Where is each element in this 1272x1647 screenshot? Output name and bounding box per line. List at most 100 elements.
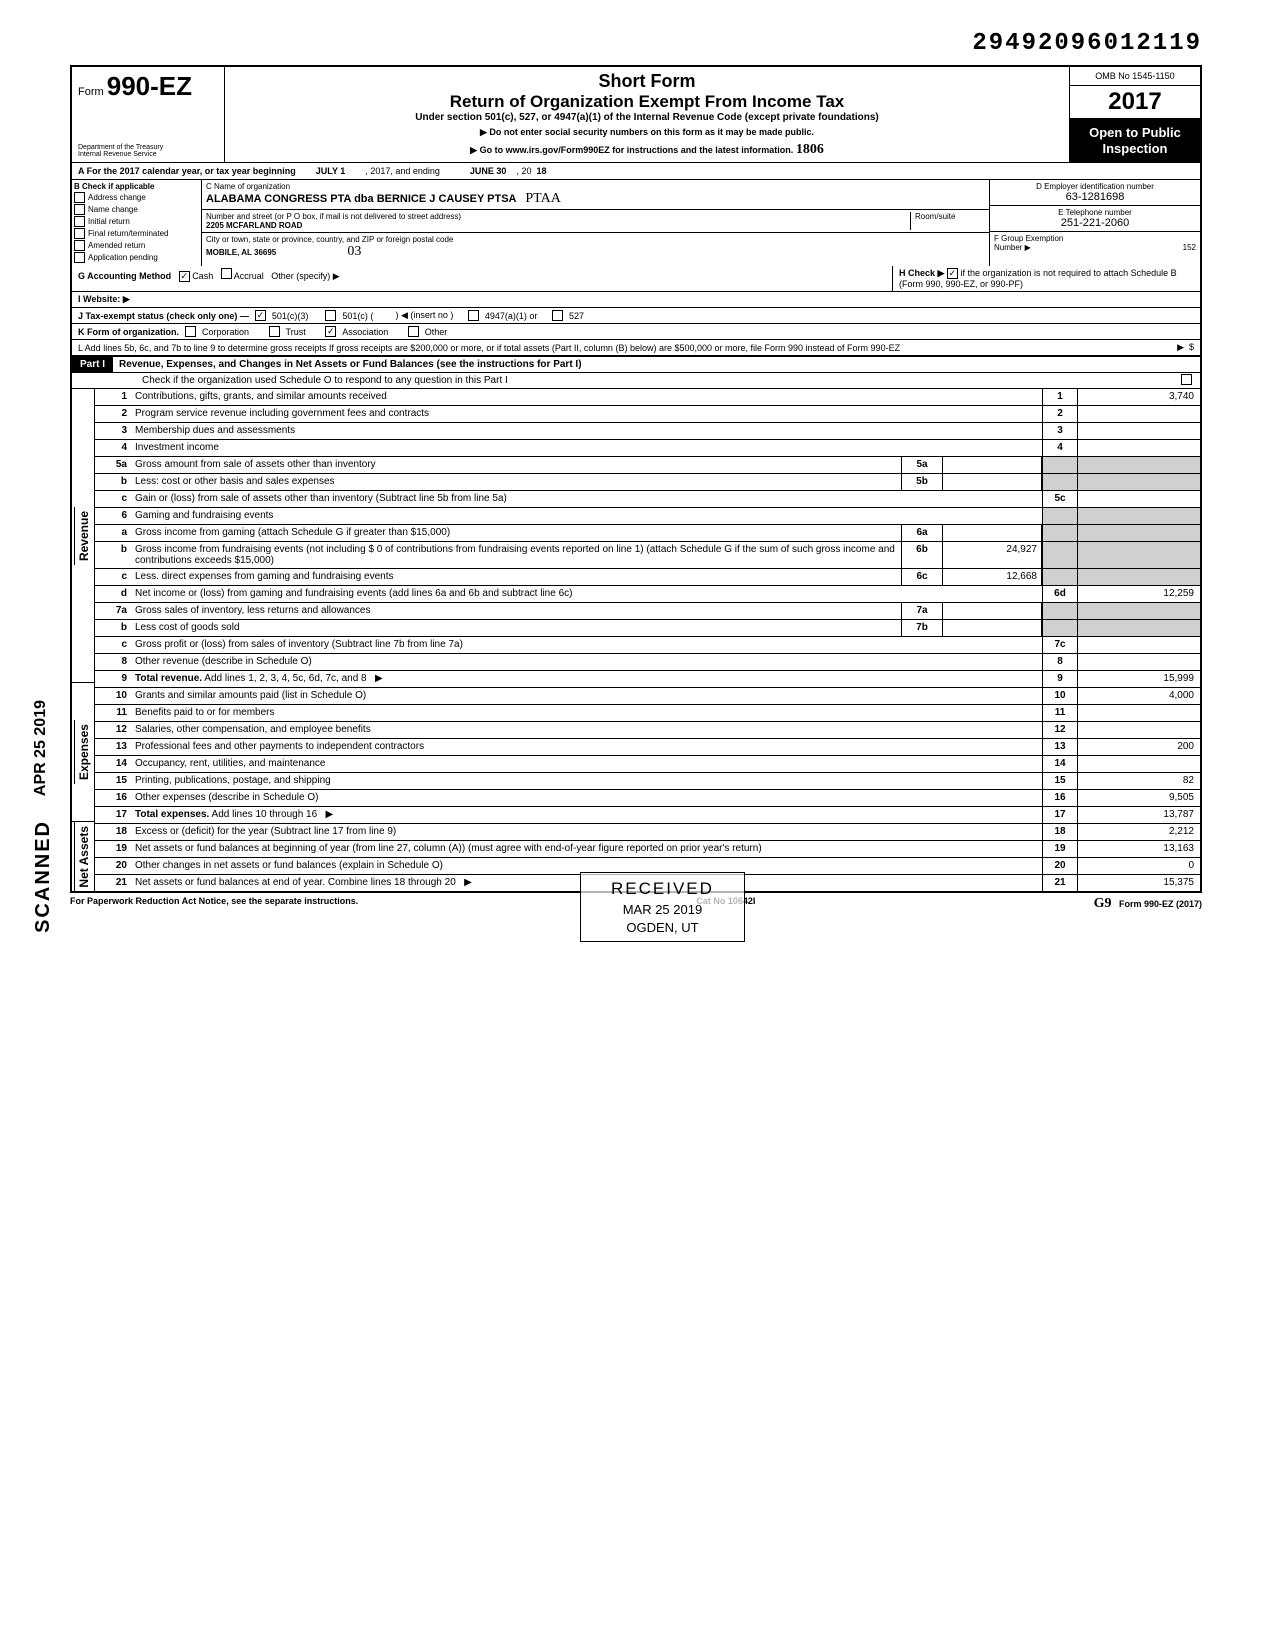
cb-schedule-o[interactable] — [1181, 374, 1192, 385]
table-row: 11Benefits paid to or for members11 — [95, 705, 1200, 722]
line-value: 4,000 — [1077, 688, 1200, 704]
line-number: 1 — [95, 389, 131, 405]
expenses-label: Expenses — [74, 720, 93, 784]
group-exemption-label: F Group Exemption — [994, 234, 1063, 243]
cb-cash[interactable] — [179, 271, 190, 282]
line-value — [1077, 491, 1200, 507]
line-box — [1042, 603, 1077, 619]
handwritten-g9: G9 — [1094, 896, 1112, 911]
table-row: 5aGross amount from sale of assets other… — [95, 457, 1200, 474]
line-box: 6d — [1042, 586, 1077, 602]
table-row: 19Net assets or fund balances at beginni… — [95, 841, 1200, 858]
line-number: b — [95, 474, 131, 490]
cb-trust[interactable] — [269, 326, 280, 337]
line-box: 2 — [1042, 406, 1077, 422]
cb-accrual[interactable] — [221, 268, 232, 279]
line-mid-value — [943, 474, 1042, 490]
group-exemption-value: 152 — [1183, 243, 1196, 252]
table-row: 3Membership dues and assessments3 — [95, 423, 1200, 440]
table-row: 1Contributions, gifts, grants, and simil… — [95, 389, 1200, 406]
line-mid-value — [943, 457, 1042, 473]
line-number: 20 — [95, 858, 131, 874]
line-value — [1077, 542, 1200, 568]
addr-label: Number and street (or P O box, if mail i… — [206, 212, 910, 221]
cb-amended-return[interactable] — [74, 240, 85, 251]
line-number: 21 — [95, 875, 131, 891]
cb-initial-return[interactable] — [74, 216, 85, 227]
line-box: 10 — [1042, 688, 1077, 704]
cb-527[interactable] — [552, 310, 563, 321]
table-row: 14Occupancy, rent, utilities, and mainte… — [95, 756, 1200, 773]
table-row: 16Other expenses (describe in Schedule O… — [95, 790, 1200, 807]
table-row: dNet income or (loss) from gaming and fu… — [95, 586, 1200, 603]
column-c: C Name of organization ALABAMA CONGRESS … — [202, 180, 990, 266]
line-box: 9 — [1042, 671, 1077, 687]
line-box: 5c — [1042, 491, 1077, 507]
line-box: 17 — [1042, 807, 1077, 823]
line-value — [1077, 569, 1200, 585]
street-address: 2205 MCFARLAND ROAD — [206, 221, 302, 230]
title-return: Return of Organization Exempt From Incom… — [233, 92, 1061, 112]
line-value — [1077, 620, 1200, 636]
table-row: 10Grants and similar amounts paid (list … — [95, 688, 1200, 705]
line-box: 21 — [1042, 875, 1077, 891]
table-row: cGain or (loss) from sale of assets othe… — [95, 491, 1200, 508]
stamp-received: RECEIVED MAR 25 2019 OGDEN, UT — [580, 872, 745, 942]
cb-corporation[interactable] — [185, 326, 196, 337]
line-number: 10 — [95, 688, 131, 704]
table-row: bLess cost of goods sold7b — [95, 620, 1200, 637]
line-value — [1077, 756, 1200, 772]
line-number: b — [95, 620, 131, 636]
cb-501c[interactable] — [325, 310, 336, 321]
table-row: bLess: cost or other basis and sales exp… — [95, 474, 1200, 491]
omb-number: OMB No 1545-1150 — [1070, 67, 1200, 86]
cb-association[interactable] — [325, 326, 336, 337]
line-mid-value — [943, 603, 1042, 619]
line-g-label: G Accounting Method — [78, 271, 171, 281]
line-k-form-org: K Form of organization. Corporation Trus… — [70, 324, 1202, 340]
line-value — [1077, 406, 1200, 422]
line-number: 16 — [95, 790, 131, 806]
line-description: Gross income from fundraising events (no… — [131, 542, 901, 568]
line-number: 7a — [95, 603, 131, 619]
stamp-side-date: APR 25 2019 — [32, 700, 50, 796]
cb-4947a1[interactable] — [468, 310, 479, 321]
cb-other-org[interactable] — [408, 326, 419, 337]
line-box: 14 — [1042, 756, 1077, 772]
line-value — [1077, 508, 1200, 524]
line-box — [1042, 474, 1077, 490]
line-description: Less: cost or other basis and sales expe… — [131, 474, 901, 490]
line-description: Grants and similar amounts paid (list in… — [131, 688, 1042, 704]
cb-501c3[interactable] — [255, 310, 266, 321]
line-value — [1077, 722, 1200, 738]
form-header: Form 990-EZ Department of the Treasury I… — [70, 65, 1202, 162]
info-grid: B Check if applicable Address change Nam… — [70, 180, 1202, 266]
line-mid-value — [943, 525, 1042, 541]
cb-final-return[interactable] — [74, 228, 85, 239]
line-number: 6 — [95, 508, 131, 524]
line-mid-label: 6c — [901, 569, 943, 585]
phone-label: E Telephone number — [1058, 208, 1132, 217]
line-box: 4 — [1042, 440, 1077, 456]
dept-treasury: Department of the Treasury Internal Reve… — [78, 144, 218, 158]
cb-name-change[interactable] — [74, 204, 85, 215]
line-value — [1077, 440, 1200, 456]
line-number: 4 — [95, 440, 131, 456]
line-description: Total expenses. Add lines 10 through 16 … — [131, 807, 1042, 823]
line-number: 2 — [95, 406, 131, 422]
cb-application-pending[interactable] — [74, 252, 85, 263]
table-row: 18Excess or (deficit) for the year (Subt… — [95, 824, 1200, 841]
revenue-label: Revenue — [74, 507, 93, 565]
line-number: 12 — [95, 722, 131, 738]
line-l: L Add lines 5b, 6c, and 7b to line 9 to … — [70, 340, 1202, 357]
table-row: bGross income from fundraising events (n… — [95, 542, 1200, 569]
main-table: Revenue Expenses Net Assets 1Contributio… — [70, 389, 1202, 893]
cb-schedule-b[interactable] — [947, 268, 958, 279]
line-description: Net assets or fund balances at beginning… — [131, 841, 1042, 857]
line-description: Net income or (loss) from gaming and fun… — [131, 586, 1042, 602]
line-description: Contributions, gifts, grants, and simila… — [131, 389, 1042, 405]
cb-address-change[interactable] — [74, 192, 85, 203]
line-a-tax-year: A For the 2017 calendar year, or tax yea… — [70, 162, 1202, 180]
org-name-label: C Name of organization — [206, 182, 985, 191]
line-description: Total revenue. Add lines 1, 2, 3, 4, 5c,… — [131, 671, 1042, 687]
